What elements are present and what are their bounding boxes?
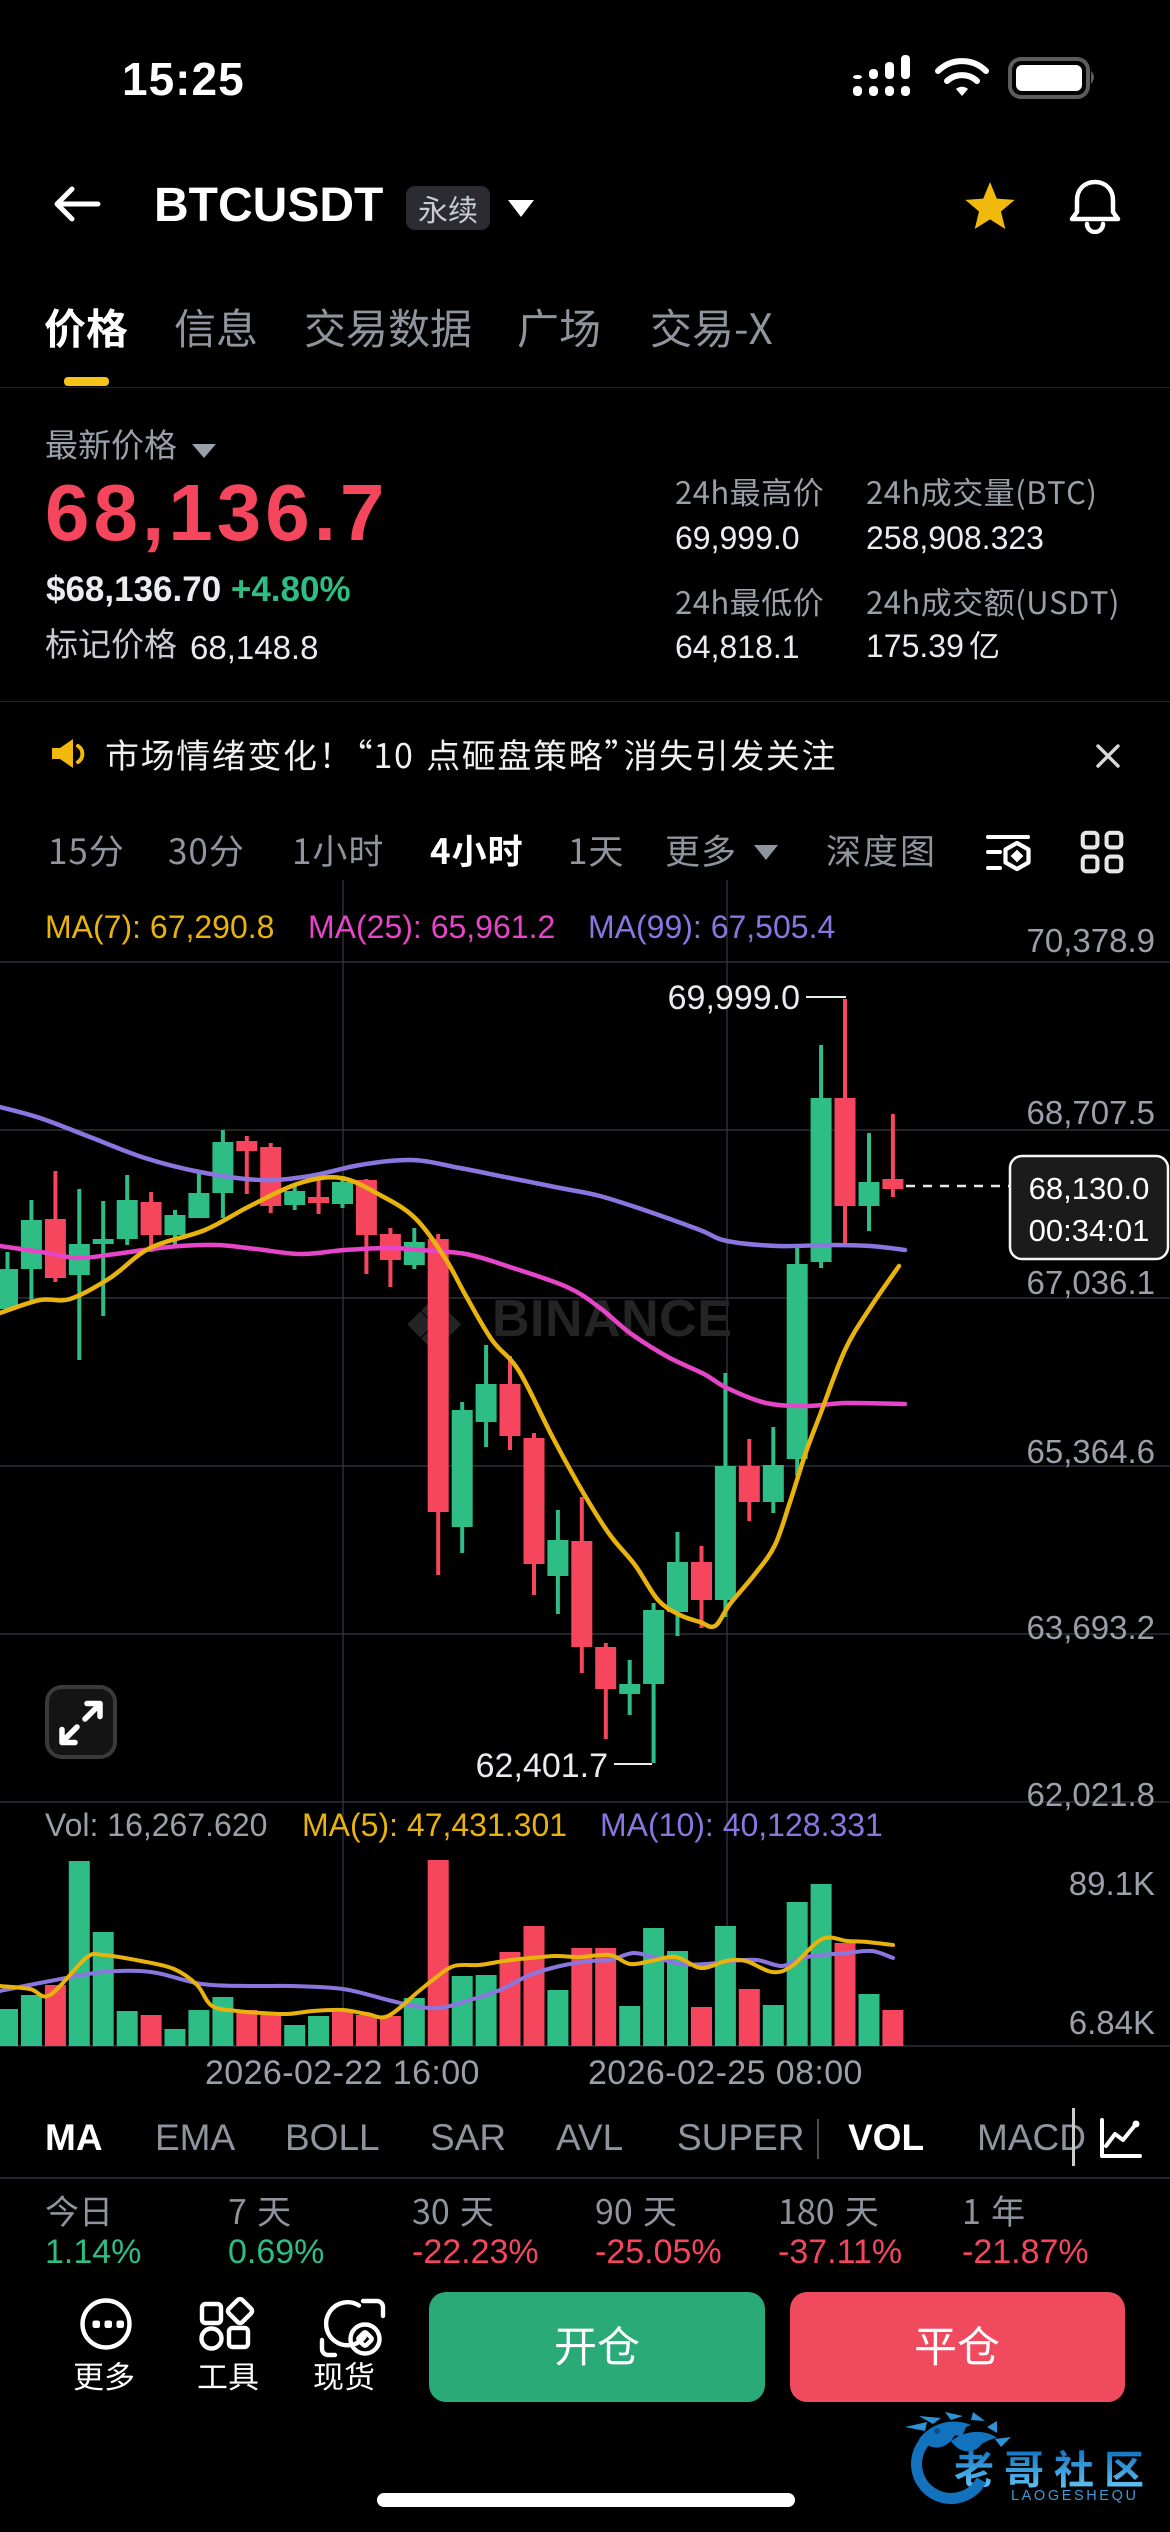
svg-text:68,130.0: 68,130.0 (1029, 1171, 1150, 1206)
svg-text:62,401.7: 62,401.7 (476, 1747, 608, 1785)
svg-text:Vol: 16,267.620: Vol: 16,267.620 (45, 1807, 267, 1843)
svg-text:89.1K: 89.1K (1069, 1865, 1155, 1902)
svg-text:70,378.9: 70,378.9 (1027, 922, 1155, 959)
svg-text:69,999.0: 69,999.0 (668, 979, 800, 1017)
svg-text:63,693.2: 63,693.2 (1027, 1609, 1155, 1646)
svg-text:MA(99): 67,505.4: MA(99): 67,505.4 (588, 909, 835, 945)
svg-text:MA(5): 47,431.301: MA(5): 47,431.301 (302, 1807, 567, 1843)
svg-text:62,021.8: 62,021.8 (1027, 1776, 1155, 1813)
svg-text:67,036.1: 67,036.1 (1027, 1264, 1155, 1301)
svg-text:MA(10): 40,128.331: MA(10): 40,128.331 (600, 1807, 883, 1843)
svg-text:6.84K: 6.84K (1069, 2004, 1155, 2041)
svg-text:MA(7): 67,290.8: MA(7): 67,290.8 (45, 909, 274, 945)
svg-text:00:34:01: 00:34:01 (1029, 1213, 1150, 1248)
svg-text:68,707.5: 68,707.5 (1027, 1094, 1155, 1131)
svg-text:65,364.6: 65,364.6 (1027, 1433, 1155, 1470)
svg-text:MA(25): 65,961.2: MA(25): 65,961.2 (308, 909, 555, 945)
